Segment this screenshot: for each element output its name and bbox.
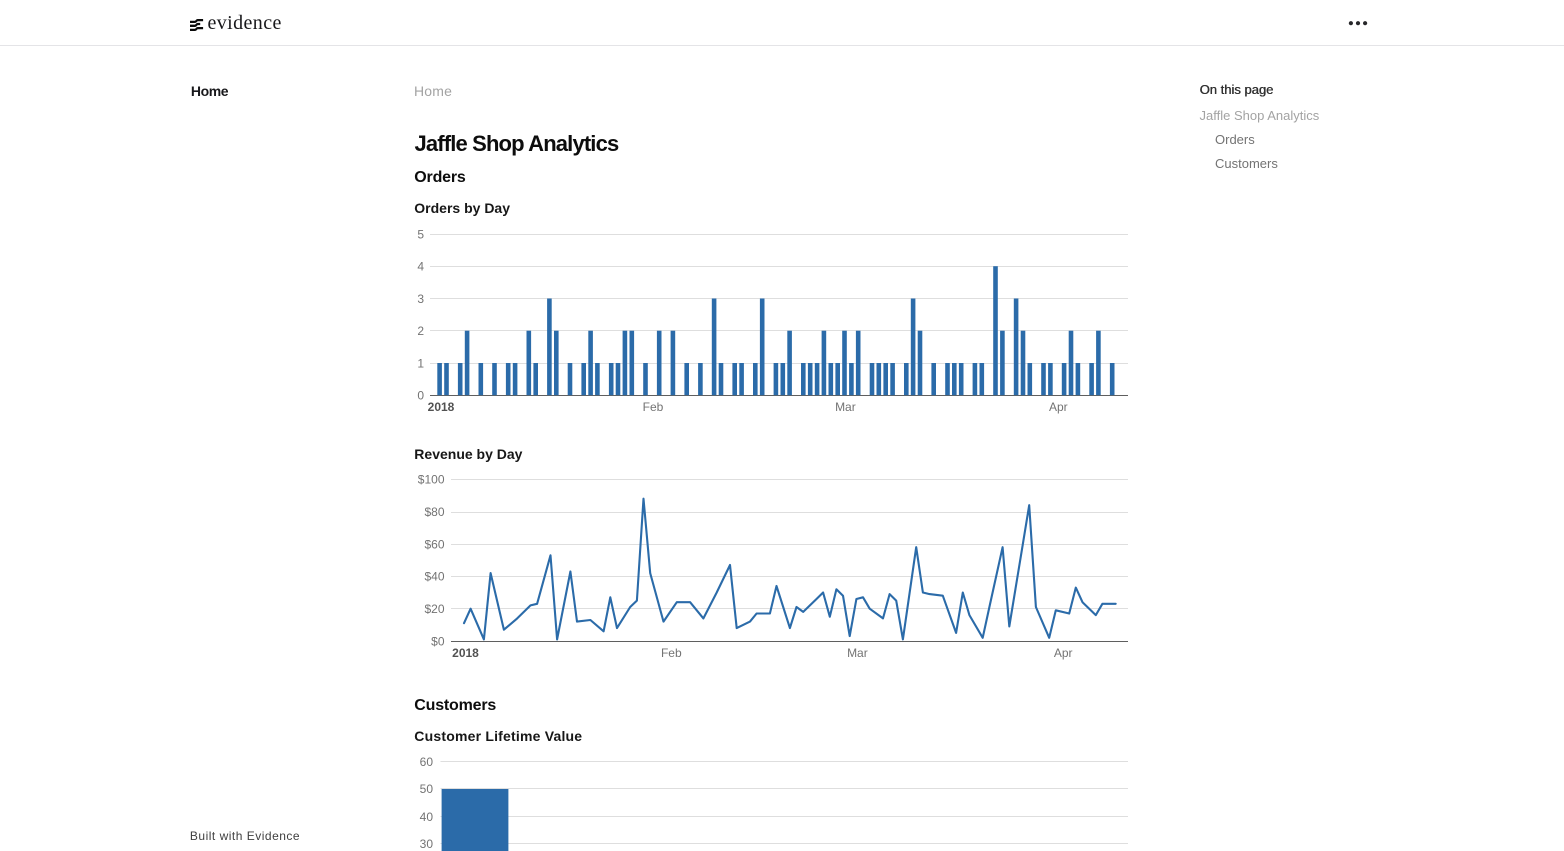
svg-text:50: 50 xyxy=(420,782,434,796)
svg-text:$100: $100 xyxy=(418,473,445,487)
svg-text:Apr: Apr xyxy=(1054,646,1073,660)
svg-text:$80: $80 xyxy=(424,505,444,519)
svg-text:Feb: Feb xyxy=(643,400,664,414)
svg-text:2: 2 xyxy=(417,324,424,338)
svg-text:$20: $20 xyxy=(424,602,444,616)
svg-text:5: 5 xyxy=(417,227,424,241)
svg-text:4: 4 xyxy=(417,260,424,274)
svg-text:3: 3 xyxy=(417,292,424,306)
svg-text:1: 1 xyxy=(417,356,424,370)
svg-text:$60: $60 xyxy=(424,537,444,551)
svg-text:$40: $40 xyxy=(424,570,444,584)
svg-text:2018: 2018 xyxy=(428,400,455,414)
svg-text:$0: $0 xyxy=(431,634,445,648)
svg-text:Apr: Apr xyxy=(1049,400,1068,414)
svg-text:30: 30 xyxy=(420,837,434,851)
svg-text:Feb: Feb xyxy=(661,646,682,660)
svg-text:40: 40 xyxy=(420,810,434,824)
svg-text:Mar: Mar xyxy=(835,400,856,414)
svg-text:Mar: Mar xyxy=(847,646,868,660)
svg-text:0: 0 xyxy=(417,389,424,403)
svg-text:60: 60 xyxy=(420,755,434,769)
svg-text:2018: 2018 xyxy=(452,646,479,660)
